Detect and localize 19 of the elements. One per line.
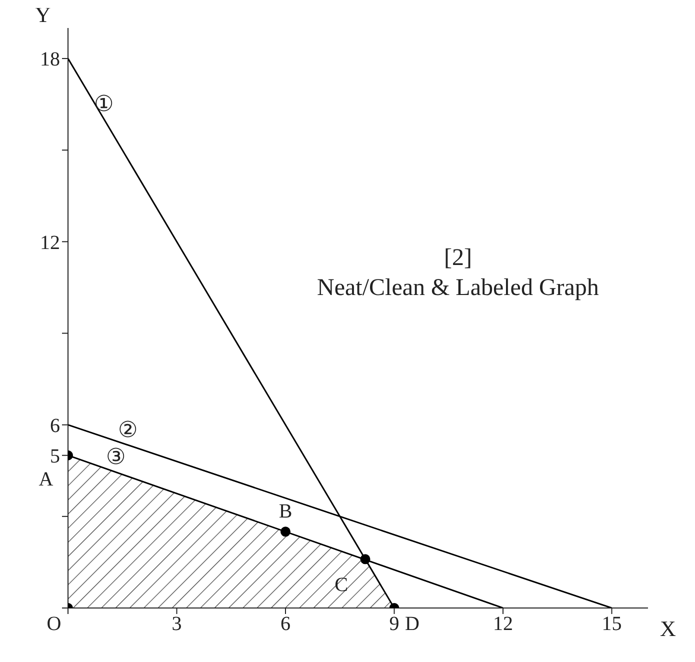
x-tick-label: 3 — [172, 613, 182, 636]
y-tick-label: 18 — [40, 48, 60, 71]
x-tick-label: 9 — [389, 613, 400, 636]
data-label: A — [38, 468, 54, 490]
data-label: D — [405, 613, 420, 635]
x-tick-label: 12 — [493, 613, 513, 636]
data-label: B — [278, 500, 292, 523]
y-tick-label: 5 — [50, 445, 60, 468]
annotation: ② — [118, 416, 138, 442]
annotation: [2] — [443, 244, 473, 273]
x-axis-title: X — [660, 616, 676, 641]
y-tick-label: 6 — [50, 414, 60, 437]
data-label: O — [46, 613, 62, 635]
annotation: ① — [94, 90, 114, 116]
x-tick-label: 15 — [602, 613, 622, 636]
annotation: ③ — [106, 444, 126, 470]
x-tick-label: 6 — [280, 613, 290, 636]
annotation: Neat/Clean & Labeled Graph — [316, 274, 600, 303]
y-tick-label: 12 — [40, 232, 60, 254]
